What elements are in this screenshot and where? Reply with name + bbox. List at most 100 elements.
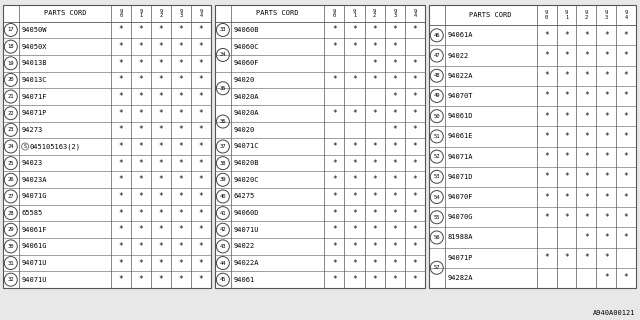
- Text: 9
2: 9 2: [585, 11, 588, 20]
- Text: *: *: [624, 152, 628, 161]
- Text: 94020: 94020: [234, 77, 255, 83]
- Text: *: *: [332, 225, 337, 234]
- Bar: [215, 5, 425, 288]
- Text: *: *: [332, 159, 337, 168]
- Text: *: *: [413, 259, 417, 268]
- Text: *: *: [119, 142, 124, 151]
- Text: *: *: [198, 225, 204, 234]
- Text: 65585: 65585: [22, 210, 43, 216]
- Text: *: *: [198, 159, 204, 168]
- Text: *: *: [179, 125, 184, 134]
- Text: *: *: [624, 92, 628, 100]
- Text: 26: 26: [8, 177, 14, 182]
- Text: *: *: [604, 193, 609, 202]
- Text: *: *: [179, 192, 184, 201]
- Text: *: *: [139, 209, 143, 218]
- Text: *: *: [624, 51, 628, 60]
- Text: *: *: [139, 125, 143, 134]
- Text: *: *: [352, 159, 356, 168]
- Text: *: *: [372, 42, 377, 51]
- Text: *: *: [119, 175, 124, 184]
- Text: *: *: [413, 26, 417, 35]
- Text: *: *: [392, 42, 397, 51]
- Text: *: *: [332, 142, 337, 151]
- Text: 9
3: 9 3: [179, 9, 182, 18]
- Text: *: *: [352, 142, 356, 151]
- Text: 94070F: 94070F: [447, 194, 473, 200]
- Text: 94013B: 94013B: [22, 60, 47, 66]
- Text: *: *: [352, 192, 356, 201]
- Text: *: *: [119, 76, 124, 84]
- Text: *: *: [159, 225, 163, 234]
- Text: *: *: [413, 92, 417, 101]
- Text: *: *: [413, 242, 417, 251]
- Text: *: *: [584, 253, 589, 262]
- Text: *: *: [179, 109, 184, 118]
- Text: *: *: [198, 59, 204, 68]
- Text: *: *: [584, 172, 589, 181]
- Text: 56: 56: [433, 235, 440, 240]
- Text: *: *: [584, 213, 589, 222]
- Text: *: *: [624, 233, 628, 242]
- Text: *: *: [624, 71, 628, 80]
- Text: *: *: [119, 109, 124, 118]
- Bar: [429, 5, 636, 288]
- Text: 94020C: 94020C: [234, 177, 259, 183]
- Text: *: *: [584, 51, 589, 60]
- Text: *: *: [159, 92, 163, 101]
- Text: *: *: [198, 192, 204, 201]
- Text: 19: 19: [8, 61, 14, 66]
- Text: *: *: [604, 71, 609, 80]
- Text: *: *: [584, 152, 589, 161]
- Text: *: *: [352, 26, 356, 35]
- Text: 94060F: 94060F: [234, 60, 259, 66]
- Text: *: *: [604, 273, 609, 282]
- Text: *: *: [413, 59, 417, 68]
- Text: *: *: [159, 76, 163, 84]
- Text: *: *: [179, 209, 184, 218]
- Text: *: *: [332, 192, 337, 201]
- Text: 29: 29: [8, 227, 14, 232]
- Text: 9
0: 9 0: [545, 11, 548, 20]
- Text: *: *: [392, 92, 397, 101]
- Text: *: *: [159, 125, 163, 134]
- Text: 21: 21: [8, 94, 14, 99]
- Text: 9
4: 9 4: [413, 9, 417, 18]
- Text: *: *: [179, 42, 184, 51]
- Text: *: *: [392, 26, 397, 35]
- Text: 94061F: 94061F: [22, 227, 47, 233]
- Text: *: *: [372, 192, 377, 201]
- Text: *: *: [624, 31, 628, 40]
- Text: 94070T: 94070T: [447, 93, 473, 99]
- Text: 94060B: 94060B: [234, 27, 259, 33]
- Text: 94071P: 94071P: [447, 255, 473, 261]
- Text: *: *: [139, 42, 143, 51]
- Text: 30: 30: [8, 244, 14, 249]
- Text: 94020A: 94020A: [234, 93, 259, 100]
- Text: 94023A: 94023A: [22, 177, 47, 183]
- Text: *: *: [413, 76, 417, 84]
- Text: 045105163(2): 045105163(2): [29, 143, 81, 150]
- Text: *: *: [372, 275, 377, 284]
- Text: *: *: [119, 159, 124, 168]
- Text: 9
3: 9 3: [605, 11, 608, 20]
- Text: *: *: [159, 142, 163, 151]
- Text: 64275: 64275: [234, 194, 255, 199]
- Text: *: *: [624, 273, 628, 282]
- Text: *: *: [119, 225, 124, 234]
- Text: 51: 51: [433, 134, 440, 139]
- Text: 52: 52: [433, 154, 440, 159]
- Text: 50: 50: [433, 114, 440, 119]
- Text: *: *: [584, 193, 589, 202]
- Text: 94071U: 94071U: [22, 277, 47, 283]
- Text: *: *: [624, 193, 628, 202]
- Text: *: *: [604, 233, 609, 242]
- Text: *: *: [564, 92, 569, 100]
- Text: *: *: [159, 175, 163, 184]
- Text: *: *: [624, 213, 628, 222]
- Text: 94071C: 94071C: [234, 143, 259, 149]
- Text: 35: 35: [220, 86, 226, 91]
- Text: *: *: [564, 51, 569, 60]
- Text: *: *: [139, 159, 143, 168]
- Text: *: *: [159, 209, 163, 218]
